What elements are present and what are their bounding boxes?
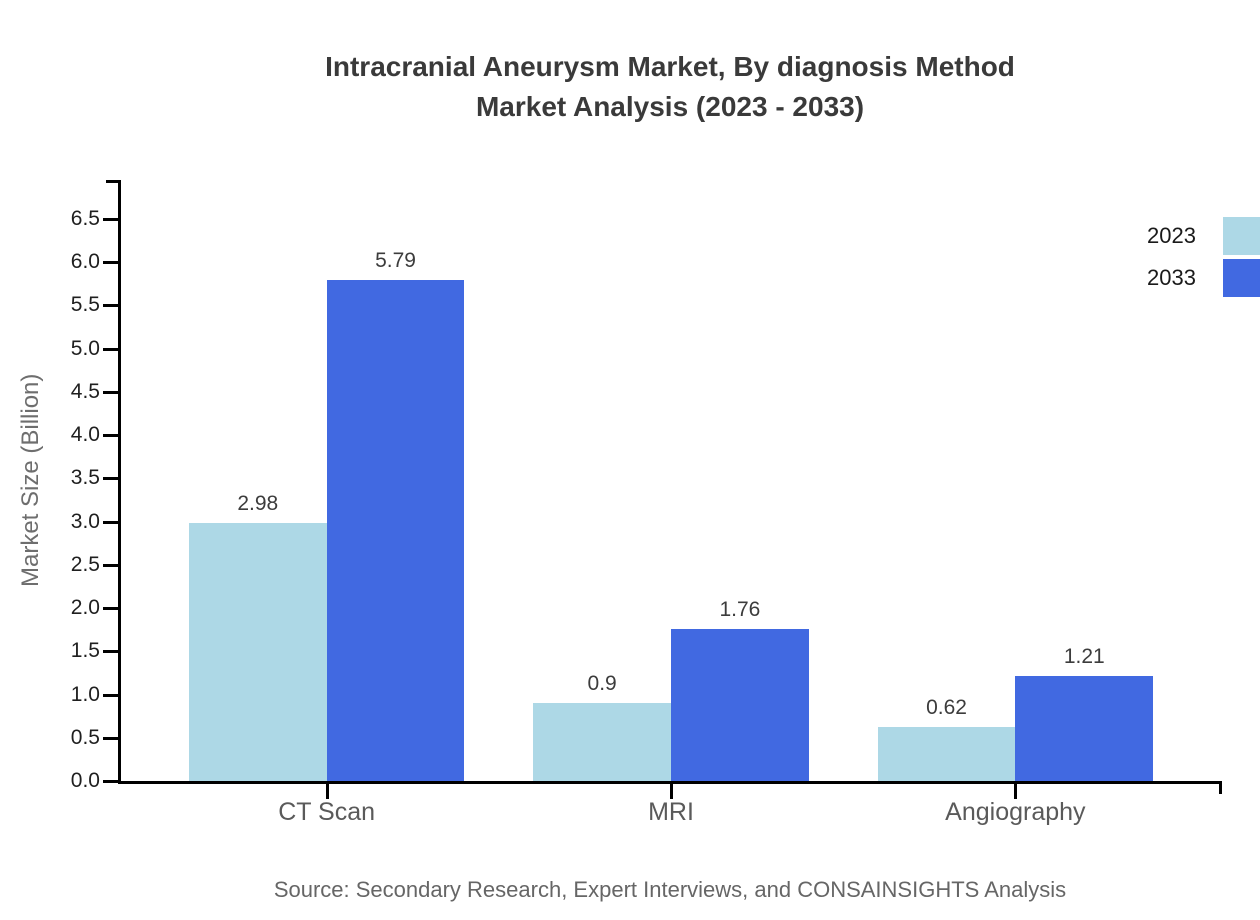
y-tick-label: 5.0 xyxy=(70,336,100,360)
bar-value-label: 1.76 xyxy=(719,597,761,621)
y-tick-mark xyxy=(103,477,118,481)
y-tick-label: 0.0 xyxy=(70,769,100,792)
y-tick-label: 1.5 xyxy=(70,639,100,663)
bar-value-label: 5.79 xyxy=(375,249,416,273)
source-note: Source: Secondary Research, Expert Inter… xyxy=(273,877,1067,902)
y-tick-mark xyxy=(103,434,118,438)
y-tick-mark xyxy=(103,780,118,783)
chart-title-line1: Intracranial Aneurysm Market, By diagnos… xyxy=(325,51,1015,82)
chart-title-line2: Market Analysis (2023 - 2033) xyxy=(475,91,865,122)
y-tick-label: 4.5 xyxy=(70,379,100,403)
legend-label-2023: 2023 xyxy=(1147,223,1196,248)
y-tick-label: 3.5 xyxy=(70,466,100,490)
x-axis-line xyxy=(118,781,1222,784)
x-tick-mark xyxy=(670,784,673,799)
y-tick-label: 2.0 xyxy=(70,596,100,620)
x-tick-label: Angiography xyxy=(945,798,1086,826)
x-axis-right-cap xyxy=(1219,781,1222,794)
bar-2033-mri xyxy=(671,628,809,781)
y-tick-mark xyxy=(103,304,118,308)
y-tick-label: 0.5 xyxy=(70,725,100,749)
legend-swatch-2033 xyxy=(1223,259,1260,297)
y-tick-label: 6.0 xyxy=(70,250,100,274)
bar-2023-mri xyxy=(533,703,671,781)
bar-value-label: 0.9 xyxy=(587,672,617,696)
x-tick-label: MRI xyxy=(648,798,694,826)
y-tick-mark xyxy=(103,607,118,611)
bar-2033-ct-scan xyxy=(326,280,465,781)
y-tick-label: 2.5 xyxy=(70,552,100,576)
y-tick-label: 3.0 xyxy=(70,509,100,533)
y-tick-mark xyxy=(103,261,118,265)
y-axis-line xyxy=(118,180,121,784)
y-tick-mark xyxy=(103,563,118,567)
y-tick-label: 4.0 xyxy=(70,423,100,447)
x-tick-mark xyxy=(325,784,329,799)
y-tick-mark xyxy=(103,217,118,221)
bar-value-label: 2.98 xyxy=(237,492,279,516)
y-tick-mark xyxy=(103,736,118,740)
y-tick-mark xyxy=(103,650,118,654)
y-tick-mark xyxy=(103,693,118,697)
y-axis-top-cap xyxy=(106,180,118,183)
x-tick-label: CT Scan xyxy=(278,798,376,826)
y-tick-label: 1.0 xyxy=(70,682,100,706)
chart-title: Intracranial Aneurysm Market, By diagnos… xyxy=(70,47,1260,127)
bar-2033-angiography xyxy=(1015,676,1154,781)
bar-2023-ct-scan xyxy=(188,523,327,781)
legend-label-2033: 2033 xyxy=(1147,265,1196,290)
y-tick-mark xyxy=(103,520,118,524)
legend-swatch-2023 xyxy=(1223,217,1260,255)
bar-2023-angiography xyxy=(877,727,1016,781)
y-tick-label: 5.5 xyxy=(70,293,100,317)
x-tick-mark xyxy=(1014,784,1018,799)
bar-value-label: 1.21 xyxy=(1063,645,1105,669)
bar-value-label: 0.62 xyxy=(926,696,967,720)
y-tick-mark xyxy=(103,390,118,394)
y-tick-label: 6.5 xyxy=(70,206,100,230)
y-tick-mark xyxy=(103,347,118,351)
